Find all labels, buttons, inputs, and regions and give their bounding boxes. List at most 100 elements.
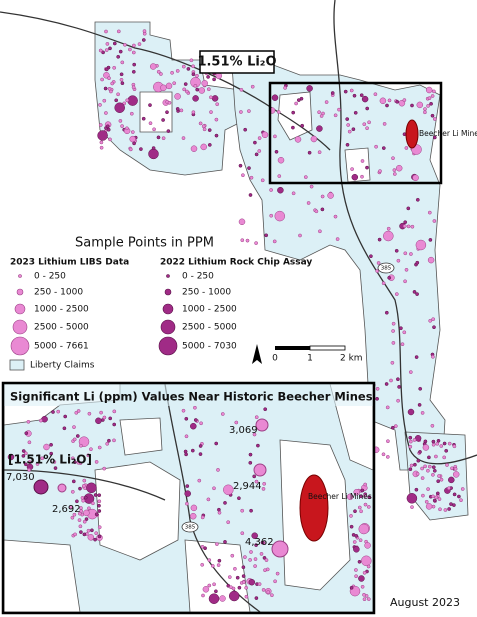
- sample-point: [427, 455, 431, 460]
- sample-point: [337, 107, 341, 112]
- sample-point: [95, 417, 102, 425]
- sample-point: [259, 552, 264, 556]
- sample-point: [365, 165, 369, 170]
- sample-point: [152, 127, 156, 132]
- sample-point: [251, 532, 258, 539]
- sample-point: [261, 588, 266, 592]
- sample-point: [77, 518, 82, 522]
- legend-title: Sample Points in PPM: [75, 236, 214, 251]
- legend-symbol: [166, 274, 170, 278]
- sample-point: [161, 118, 165, 122]
- scale-label: 0: [272, 354, 278, 364]
- sample-point: [223, 484, 234, 496]
- sample-point: [151, 146, 156, 150]
- sample-point: [381, 452, 386, 457]
- sample-point: [406, 224, 411, 229]
- sample-point: [167, 100, 172, 105]
- sample-point: [183, 449, 188, 454]
- sample-point: [391, 321, 396, 326]
- road-shield-label: 385: [381, 266, 392, 272]
- sample-point: [443, 508, 448, 512]
- sample-point: [238, 218, 246, 226]
- sample-point: [412, 290, 417, 294]
- sample-point: [78, 486, 82, 491]
- sample-point: [360, 584, 365, 589]
- sample-point: [283, 86, 287, 90]
- sample-point: [79, 443, 83, 448]
- sample-point: [300, 123, 305, 128]
- sample-point: [207, 143, 212, 147]
- sample-point: [84, 517, 89, 521]
- sample-point: [350, 167, 354, 171]
- sample-point: [112, 409, 117, 414]
- sample-point: [261, 487, 266, 491]
- scale-label: 1: [307, 354, 313, 364]
- sample-point: [452, 471, 460, 478]
- sample-point: [357, 505, 362, 510]
- sample-point: [360, 174, 364, 179]
- sample-point: [249, 508, 253, 513]
- sample-point: [148, 103, 152, 107]
- sample-point: [450, 466, 454, 471]
- sample-point: [274, 210, 286, 222]
- sample-point: [423, 439, 428, 444]
- callout-label: [1.51% Li₂O]: [8, 453, 92, 467]
- legend-symbol: [158, 336, 178, 356]
- sample-point: [386, 226, 391, 231]
- sample-point: [53, 466, 58, 470]
- sample-point: [181, 64, 186, 69]
- sample-point: [215, 542, 219, 546]
- sample-point: [160, 84, 167, 92]
- sample-point: [291, 110, 296, 115]
- sample-point: [457, 494, 461, 499]
- sample-point: [94, 512, 99, 517]
- sample-point: [306, 201, 311, 205]
- sample-point: [291, 191, 296, 196]
- sample-point: [116, 92, 120, 97]
- sample-point: [366, 505, 371, 509]
- sample-point: [273, 579, 277, 584]
- sample-point: [86, 453, 91, 458]
- sample-point: [277, 156, 285, 164]
- sample-point: [119, 72, 124, 77]
- sample-point: [235, 575, 240, 580]
- sample-point: [82, 483, 86, 488]
- sample-point: [73, 532, 77, 537]
- sample-point: [402, 330, 407, 335]
- sample-point: [244, 585, 249, 590]
- sample-point: [89, 447, 93, 452]
- sample-point: [430, 94, 435, 98]
- sample-point: [429, 101, 433, 106]
- sample-point: [190, 145, 198, 152]
- sample-point: [99, 145, 104, 150]
- sample-point: [43, 443, 50, 451]
- sample-point: [431, 504, 436, 509]
- sample-point: [99, 140, 104, 145]
- sample-point: [404, 146, 409, 150]
- sample-point: [97, 493, 102, 498]
- sample-point: [212, 77, 216, 82]
- sample-point: [192, 95, 199, 102]
- sample-point: [248, 460, 253, 465]
- sample-point: [190, 504, 198, 512]
- sample-point: [428, 318, 433, 323]
- sample-point: [82, 519, 87, 524]
- sample-point: [23, 462, 28, 467]
- sample-point: [253, 463, 267, 477]
- sample-point: [264, 233, 269, 238]
- sample-point: [373, 92, 378, 97]
- sample-point: [317, 110, 321, 115]
- legend-symbol: [14, 303, 26, 315]
- sample-point: [351, 127, 356, 132]
- sample-point: [7, 453, 15, 461]
- sample-point: [217, 510, 222, 515]
- sample-point: [319, 114, 324, 118]
- sample-point: [360, 488, 365, 493]
- sample-point: [408, 435, 413, 440]
- sample-point: [137, 42, 142, 46]
- sample-point: [375, 269, 380, 273]
- sample-point: [437, 474, 441, 478]
- sample-point: [379, 97, 387, 105]
- sample-point: [185, 89, 189, 94]
- sample-point: [277, 174, 282, 178]
